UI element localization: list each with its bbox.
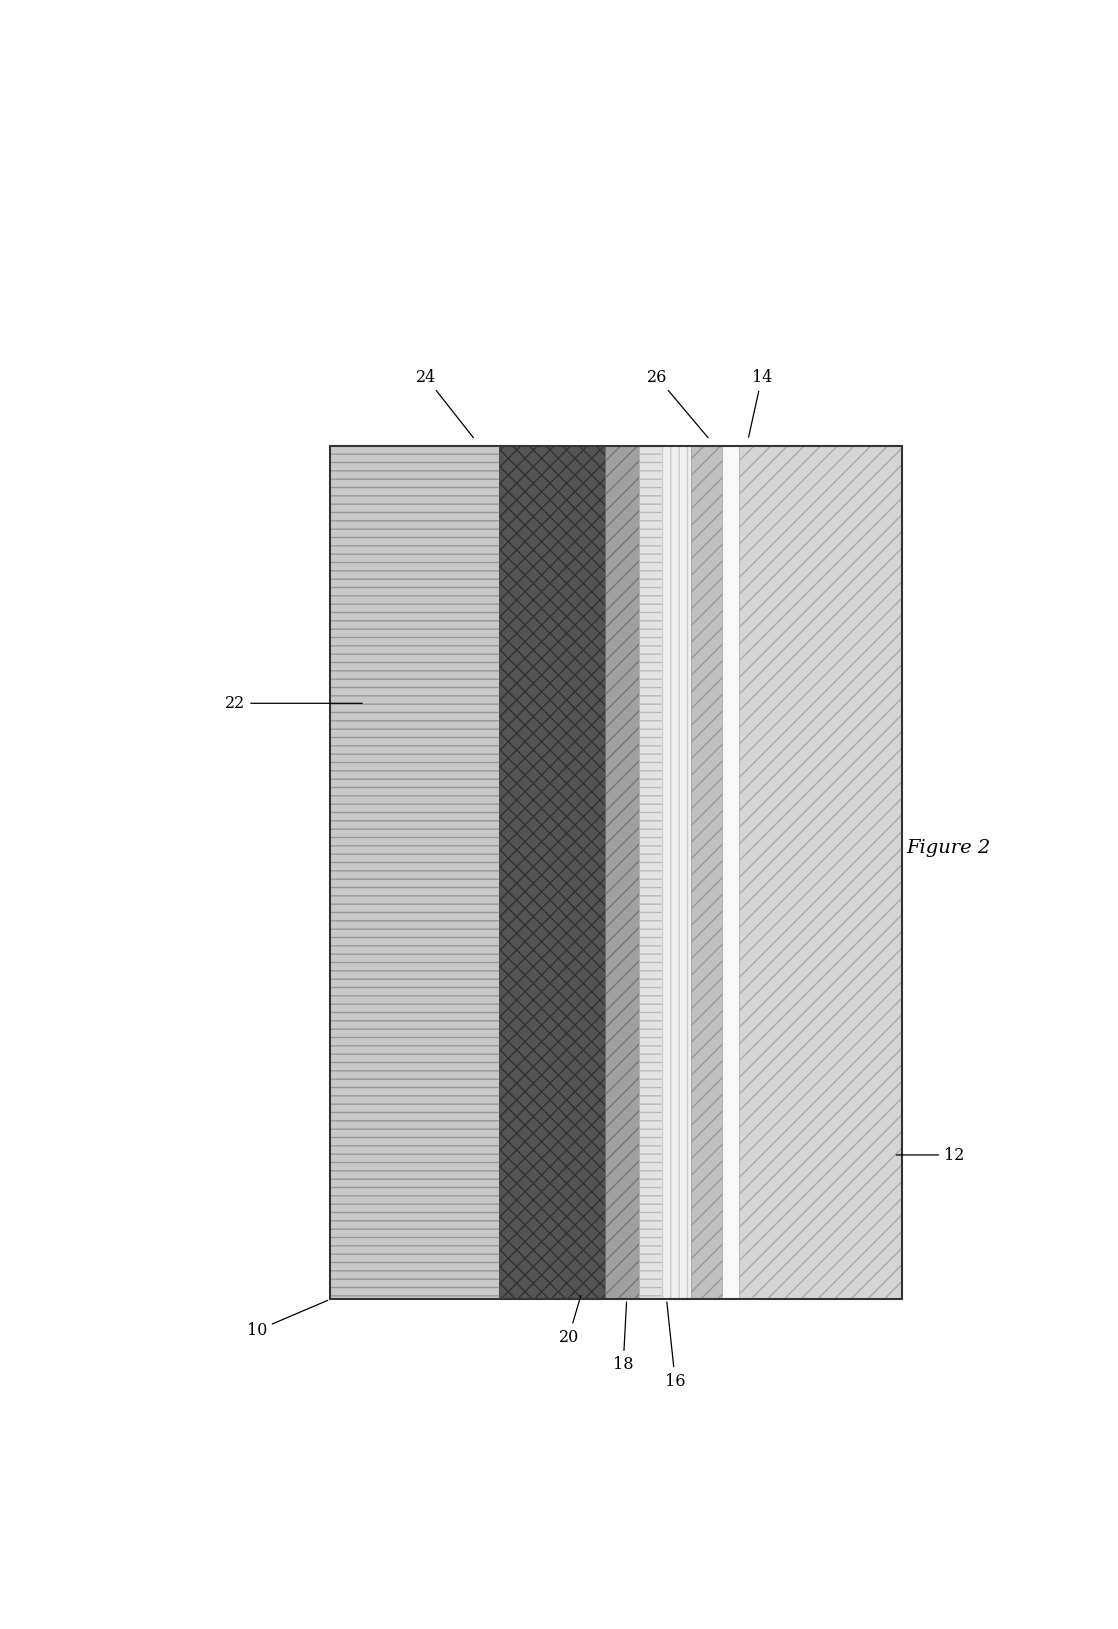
Bar — [739, 446, 902, 1300]
Bar — [722, 446, 739, 1300]
Text: 12: 12 — [897, 1147, 965, 1163]
Bar — [605, 446, 639, 1300]
Bar — [739, 446, 902, 1300]
Text: 24: 24 — [416, 368, 473, 438]
Bar — [499, 446, 605, 1300]
Bar — [662, 446, 691, 1300]
Bar — [639, 446, 662, 1300]
Bar — [331, 446, 499, 1300]
Text: 10: 10 — [247, 1300, 328, 1339]
Bar — [605, 446, 639, 1300]
Bar — [691, 446, 722, 1300]
Bar — [331, 446, 902, 1300]
Text: 26: 26 — [647, 368, 708, 438]
Text: 14: 14 — [749, 368, 773, 437]
Text: 22: 22 — [225, 696, 362, 712]
Bar — [499, 446, 605, 1300]
Bar — [331, 446, 499, 1300]
Bar — [662, 446, 691, 1300]
Text: Figure 2: Figure 2 — [907, 839, 991, 857]
Text: 16: 16 — [665, 1302, 685, 1390]
Bar — [639, 446, 662, 1300]
Bar — [691, 446, 722, 1300]
Text: 18: 18 — [613, 1302, 634, 1373]
Text: 20: 20 — [559, 1295, 581, 1346]
